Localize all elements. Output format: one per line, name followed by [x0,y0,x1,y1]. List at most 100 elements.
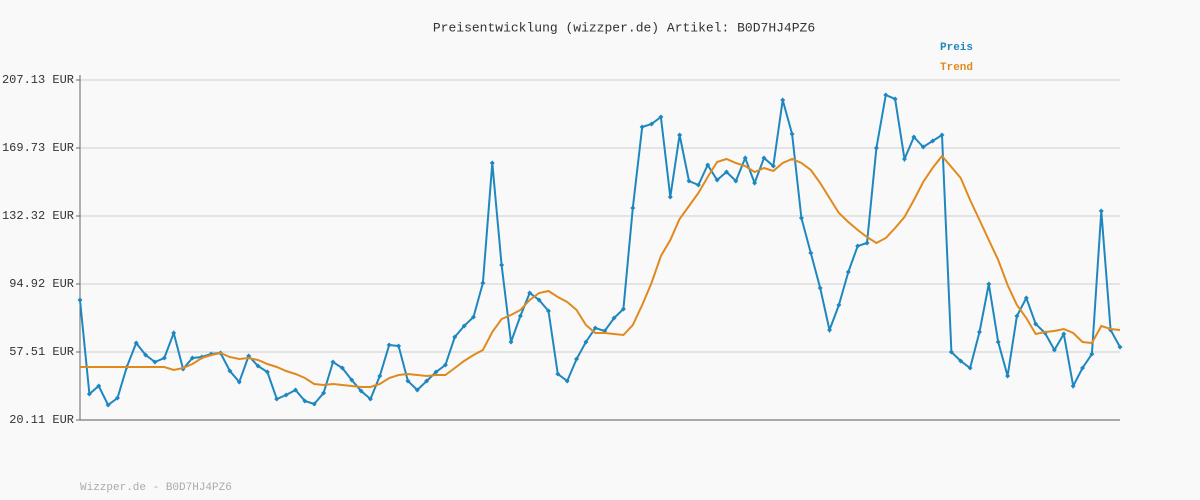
point-marker [714,177,720,183]
point-marker [695,182,701,188]
point-marker [780,97,786,103]
point-marker [545,308,551,314]
legend-entry: Preis [940,42,973,54]
point-marker [461,323,467,329]
series-line [80,154,1121,388]
point-marker [517,313,523,319]
point-marker [808,250,814,256]
point-marker [948,349,954,355]
point-marker [742,155,748,161]
point-marker [752,180,758,186]
point-marker [452,334,458,340]
point-marker [489,160,495,166]
point-marker [911,134,917,140]
point-marker [761,155,767,161]
point-marker [339,365,345,371]
point-marker [264,369,270,375]
point-marker [424,378,430,384]
point-marker [227,368,233,374]
y-tick-label: 20.11 EUR [9,413,74,427]
footer: Wizzper.de - B0D7HJ4PZ6 [80,482,232,494]
point-marker [1005,373,1011,379]
y-tick-label: 57.51 EUR [9,345,74,359]
point-marker [883,92,889,98]
point-marker [845,269,851,275]
point-marker [133,340,139,346]
point-marker [939,132,945,138]
point-marker [508,339,514,345]
point-marker [555,371,561,377]
point-marker [105,402,111,408]
point-marker [873,145,879,151]
point-marker [1117,344,1123,350]
point-marker [86,391,92,397]
point-marker [677,132,683,138]
point-marker [1080,365,1086,371]
point-marker [620,306,626,312]
point-marker [611,315,617,321]
point-marker [1014,313,1020,319]
point-marker [255,363,261,369]
point-marker [236,379,242,385]
point-marker [302,398,308,404]
y-tick-label: 207.13 EUR [2,73,74,87]
point-marker [367,396,373,402]
point-marker [995,339,1001,345]
point-marker [1089,351,1095,357]
point-marker [930,138,936,144]
point-marker [583,339,589,345]
y-tick-label: 169.73 EUR [2,141,74,155]
point-marker [161,355,167,361]
y-tick-label: 132.32 EUR [2,209,74,223]
point-marker [798,215,804,221]
point-marker [321,390,327,396]
point-marker [1070,383,1076,389]
point-marker [967,365,973,371]
y-tick-label: 94.92 EUR [9,277,74,291]
point-marker [836,302,842,308]
point-marker [527,290,533,296]
point-marker [639,124,645,130]
point-marker [649,121,655,127]
series-line [79,93,1121,407]
point-marker [1061,331,1067,337]
point-marker [480,280,486,286]
point-marker [976,329,982,335]
point-marker [892,96,898,102]
point-marker [536,297,542,303]
point-marker [152,359,158,365]
point-marker [292,387,298,393]
point-marker [1023,295,1029,301]
point-marker [958,358,964,364]
point-marker [377,373,383,379]
point-marker [396,343,402,349]
point-marker [274,396,280,402]
point-marker [433,369,439,375]
point-marker [770,163,776,169]
point-marker [143,352,149,358]
point-marker [592,325,598,331]
point-marker [311,401,317,407]
point-marker [920,144,926,150]
point-marker [789,131,795,137]
point-marker [330,359,336,365]
point-marker [827,327,833,333]
point-marker [864,240,870,246]
point-marker [358,388,364,394]
point-marker [667,194,673,200]
point-marker [564,378,570,384]
point-marker [349,377,355,383]
point-marker [405,378,411,384]
point-marker [1098,208,1104,214]
point-marker [705,162,711,168]
point-marker [723,169,729,175]
point-marker [733,178,739,184]
point-marker [855,243,861,249]
point-marker [442,362,448,368]
point-marker [189,355,195,361]
point-marker [574,356,580,362]
point-marker [471,314,477,320]
point-marker [114,395,120,401]
point-marker [386,342,392,348]
